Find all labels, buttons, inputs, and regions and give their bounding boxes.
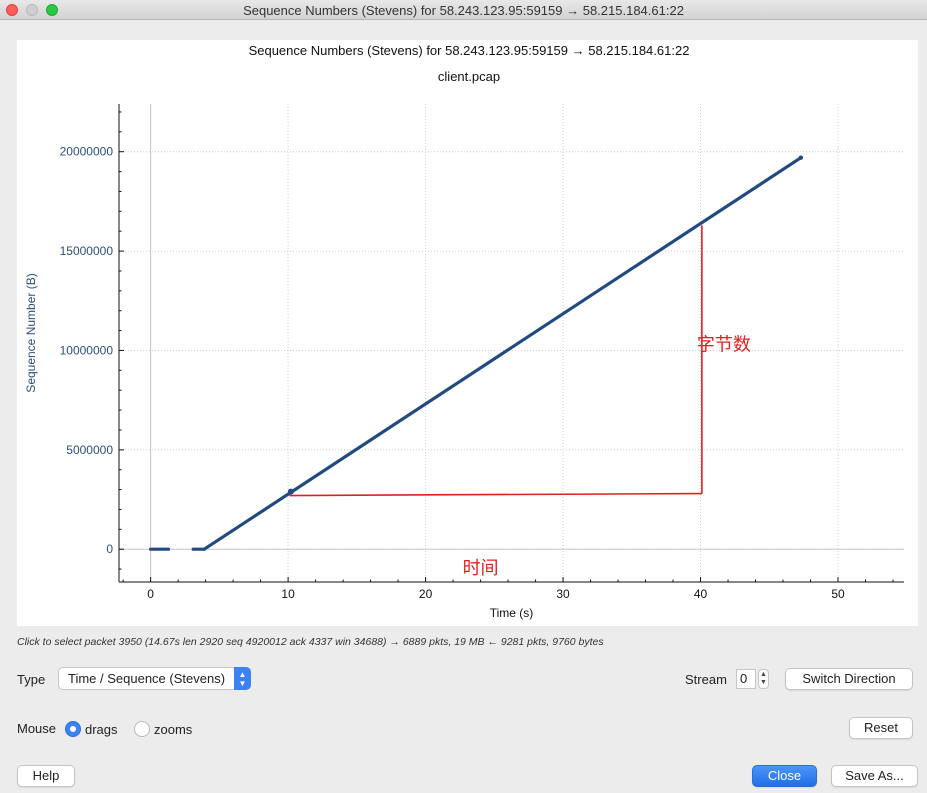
y-tick-label: 0 bbox=[106, 542, 113, 556]
zooms-label[interactable]: zooms bbox=[154, 722, 193, 737]
x-tick-label: 50 bbox=[831, 587, 845, 601]
x-axis-label: Time (s) bbox=[490, 606, 534, 620]
x-tick-label: 40 bbox=[694, 587, 708, 601]
graph-subtitle: client.pcap bbox=[438, 69, 500, 84]
y-tick-label: 5000000 bbox=[66, 443, 113, 457]
drags-radio[interactable] bbox=[65, 721, 81, 737]
maximize-window-icon[interactable] bbox=[46, 4, 58, 16]
y-tick-label: 15000000 bbox=[60, 244, 114, 258]
data-point[interactable] bbox=[287, 488, 294, 495]
status-hint: Click to select packet 3950 (14.67s len … bbox=[17, 636, 604, 648]
annotation-line bbox=[289, 492, 702, 497]
sequence-graph-svg[interactable]: Sequence Numbers (Stevens) for 58.243.12… bbox=[17, 40, 918, 626]
chevron-down-icon[interactable]: ▼ bbox=[760, 679, 767, 686]
y-axis-label: Sequence Number (B) bbox=[24, 273, 38, 392]
drags-label[interactable]: drags bbox=[85, 722, 118, 737]
sequence-graph[interactable]: Sequence Numbers (Stevens) for 58.243.12… bbox=[17, 40, 918, 626]
stream-input[interactable]: 0 bbox=[736, 669, 756, 689]
zooms-radio[interactable] bbox=[134, 721, 150, 737]
type-select[interactable]: Time / Sequence (Stevens) ▲ ▼ bbox=[58, 667, 251, 690]
close-button[interactable]: Close bbox=[752, 765, 817, 787]
stream-stepper[interactable]: ▲ ▼ bbox=[758, 669, 769, 689]
annotation-text: 时间 bbox=[463, 558, 499, 579]
x-tick-label: 10 bbox=[281, 587, 295, 601]
chevron-updown-icon: ▲ ▼ bbox=[234, 667, 251, 690]
data-point[interactable] bbox=[798, 155, 804, 160]
minimize-window-icon[interactable] bbox=[26, 4, 38, 16]
reset-button[interactable]: Reset bbox=[849, 717, 913, 739]
stream-label: Stream bbox=[685, 672, 727, 687]
help-button[interactable]: Help bbox=[17, 765, 75, 787]
close-window-icon[interactable] bbox=[6, 4, 18, 16]
type-select-value: Time / Sequence (Stevens) bbox=[68, 671, 226, 686]
switch-direction-button[interactable]: Switch Direction bbox=[785, 668, 913, 690]
annotation-text: 字节数 bbox=[697, 334, 751, 355]
save-as-button[interactable]: Save As... bbox=[831, 765, 918, 787]
graph-title: Sequence Numbers (Stevens) for 58.243.12… bbox=[249, 43, 690, 58]
x-tick-label: 0 bbox=[147, 587, 154, 601]
type-label: Type bbox=[17, 672, 46, 687]
window-title: Sequence Numbers (Stevens) for 58.243.12… bbox=[243, 3, 684, 18]
chevron-up-icon[interactable]: ▲ bbox=[760, 671, 767, 678]
x-tick-label: 30 bbox=[556, 587, 570, 601]
title-bar: Sequence Numbers (Stevens) for 58.243.12… bbox=[0, 0, 927, 20]
y-tick-label: 10000000 bbox=[60, 343, 114, 357]
data-series-segment[interactable] bbox=[202, 156, 803, 551]
mouse-label: Mouse bbox=[17, 721, 57, 736]
y-tick-label: 20000000 bbox=[60, 145, 114, 159]
x-tick-label: 20 bbox=[419, 587, 433, 601]
